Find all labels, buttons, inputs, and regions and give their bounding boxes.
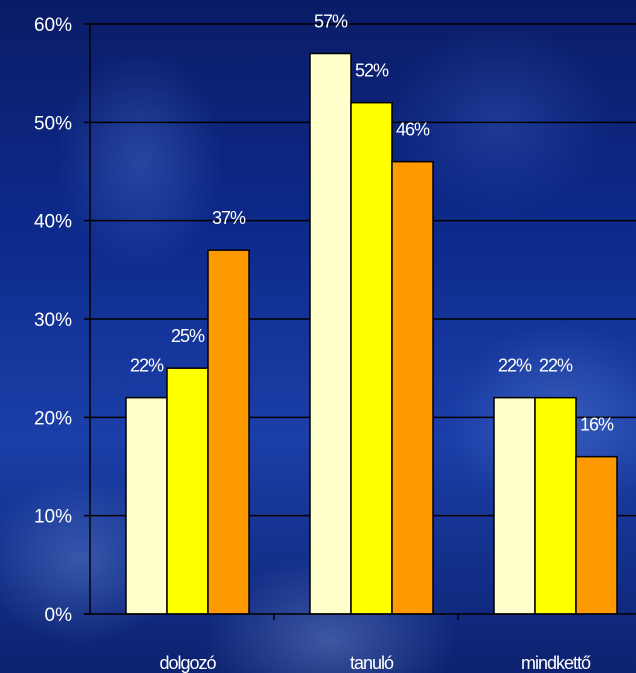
bar	[309, 52, 352, 615]
bar	[350, 101, 393, 615]
bar	[575, 455, 618, 615]
category-label: dolgozó	[159, 653, 216, 673]
bar	[391, 160, 434, 615]
data-label: 46%	[396, 120, 430, 140]
label-layer: 0% 10% 20% 30% 40% 50% 60% 22% 57% 22% 25% 52% 22% 37…	[34, 12, 615, 673]
bar	[207, 249, 250, 615]
data-label: 37%	[212, 208, 246, 228]
data-label: 22%	[539, 356, 573, 376]
y-tick-label: 20%	[34, 408, 72, 429]
data-label: 22%	[498, 356, 532, 376]
y-tick-label: 50%	[34, 113, 72, 134]
data-label: 52%	[355, 61, 389, 81]
category-label: tanuló	[350, 653, 394, 673]
data-label: 25%	[171, 326, 205, 346]
data-label: 57%	[314, 12, 348, 32]
bar-layer	[125, 52, 618, 615]
bar	[493, 396, 536, 615]
y-tick-label: 60%	[34, 15, 72, 36]
y-tick-label: 40%	[34, 212, 72, 233]
bar	[166, 367, 209, 615]
data-label: 16%	[580, 415, 614, 435]
y-tick-label: 30%	[34, 310, 72, 331]
category-label: mindkettő	[521, 653, 591, 673]
bar	[534, 396, 577, 615]
axis-layer	[84, 23, 636, 620]
bar	[125, 396, 168, 615]
data-label: 22%	[130, 356, 164, 376]
y-tick-label: 10%	[34, 507, 72, 528]
y-tick-label: 0%	[45, 605, 73, 626]
